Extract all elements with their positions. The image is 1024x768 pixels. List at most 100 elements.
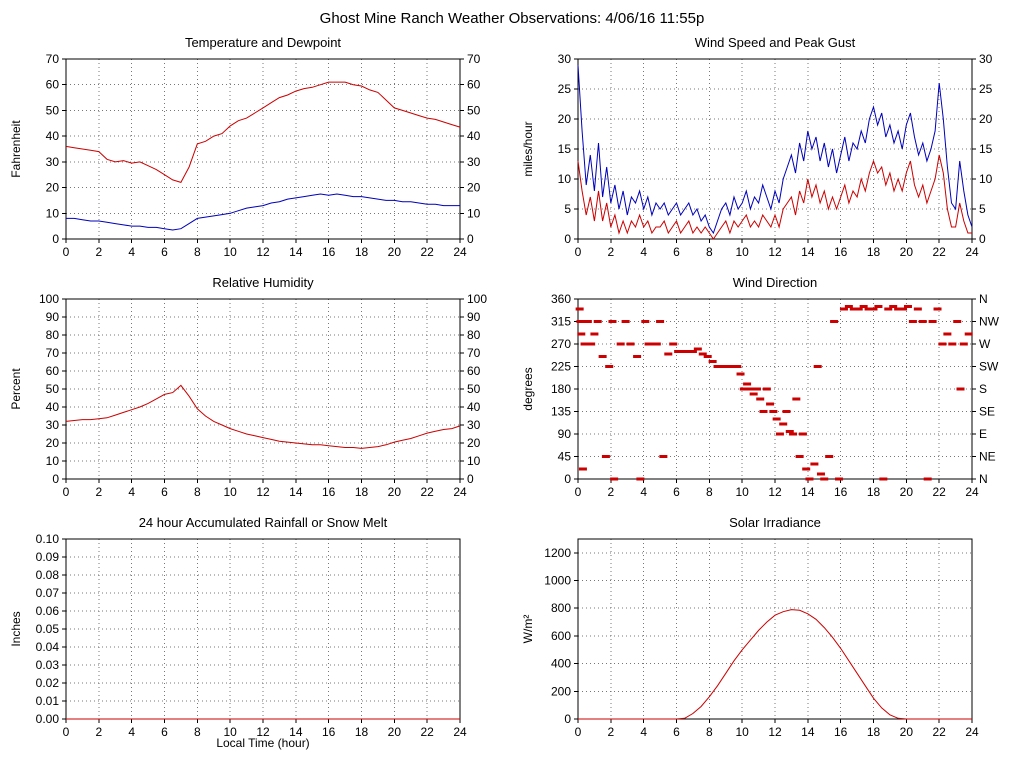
y-tick-label-right: 20 — [467, 181, 481, 195]
y-tick-label: 70 — [46, 346, 60, 360]
x-tick-label: 18 — [867, 485, 881, 499]
y-tick-label: 30 — [46, 418, 60, 432]
y-tick-label: 10 — [46, 206, 60, 220]
humidity-line — [65, 384, 461, 449]
x-tick-label: 8 — [194, 485, 201, 499]
page-title: Ghost Mine Ranch Weather Observations: 4… — [319, 10, 705, 27]
y-tick-label: 270 — [551, 337, 571, 351]
x-tick-label: 22 — [932, 245, 946, 259]
y-tick-label: 0.10 — [36, 532, 60, 546]
x-tick-label: 18 — [355, 725, 369, 739]
y-tick-label: 20 — [558, 112, 572, 126]
y-tick-label-right: 0 — [467, 472, 474, 486]
y-tick-label: 225 — [551, 360, 571, 374]
y-tick-label-right: 70 — [467, 52, 481, 66]
wind-speed-line — [577, 154, 972, 240]
chart-rainfall-snowmelt: 24 hour Accumulated Rainfall or Snow Mel… — [0, 511, 512, 751]
x-tick-label: 24 — [965, 245, 979, 259]
x-tick-label: 2 — [607, 725, 614, 739]
x-tick-label: 14 — [801, 725, 815, 739]
y-axis-label: W/m² — [521, 615, 535, 644]
y-tick-label: 0.08 — [36, 568, 60, 582]
compass-tick-label: SE — [979, 405, 995, 419]
y-tick-label: 30 — [558, 52, 572, 66]
x-tick-label: 24 — [453, 725, 467, 739]
chart-relative-humidity: Relative Humidity 0 2 4 6 8 10 12 14 16 18 20 22 24 0 0… — [0, 271, 512, 511]
x-tick-label: 12 — [768, 485, 782, 499]
y-tick-label-right: 60 — [467, 78, 481, 92]
chart-title: Relative Humidity — [212, 275, 314, 290]
x-tick-label: 14 — [289, 485, 303, 499]
y-tick-label-right: 100 — [467, 292, 487, 306]
y-tick-label: 45 — [558, 450, 572, 464]
y-tick-label: 50 — [46, 382, 60, 396]
y-tick-label: 800 — [551, 601, 571, 615]
y-axis-label: miles/hour — [521, 121, 535, 176]
x-tick-label: 8 — [706, 725, 713, 739]
x-tick-label: 22 — [420, 725, 434, 739]
compass-tick-label: E — [979, 427, 987, 441]
wind-direction-marks — [575, 305, 973, 481]
x-tick-label: 14 — [289, 245, 303, 259]
y-tick-label: 0 — [564, 712, 571, 726]
y-axis-label: Inches — [9, 611, 23, 646]
x-tick-label: 4 — [640, 725, 647, 739]
y-tick-label: 60 — [46, 364, 60, 378]
x-tick-label: 18 — [867, 725, 881, 739]
y-tick-label: 400 — [551, 657, 571, 671]
x-tick-label: 0 — [63, 725, 70, 739]
x-tick-label: 16 — [834, 485, 848, 499]
chart-title: Wind Direction — [733, 275, 818, 290]
x-tick-label: 18 — [867, 245, 881, 259]
y-tick-label-right: 70 — [467, 346, 481, 360]
temperature-line — [65, 81, 461, 183]
x-tick-label: 8 — [194, 725, 201, 739]
x-tick-label: 2 — [95, 725, 102, 739]
y-tick-label: 600 — [551, 629, 571, 643]
y-tick-label-right: 80 — [467, 328, 481, 342]
y-tick-label: 40 — [46, 129, 60, 143]
y-tick-label: 1200 — [544, 546, 571, 560]
x-tick-label: 4 — [128, 725, 135, 739]
solar-line — [578, 609, 972, 720]
x-tick-label: 6 — [161, 485, 168, 499]
x-tick-label: 4 — [640, 485, 647, 499]
chart-temperature-dewpoint: Temperature and Dewpoint 0 2 4 6 8 10 12 14 16 18 2… — [0, 31, 512, 271]
y-axis-label: degrees — [521, 367, 535, 410]
x-tick-label: 22 — [420, 485, 434, 499]
chart-title: Solar Irradiance — [729, 515, 821, 530]
chart-title: 24 hour Accumulated Rainfall or Snow Mel… — [139, 515, 388, 530]
y-tick-label-right: 15 — [979, 142, 993, 156]
y-tick-label: 0.05 — [36, 622, 60, 636]
y-tick-label: 0 — [52, 232, 59, 246]
x-tick-label: 20 — [900, 245, 914, 259]
y-tick-label: 135 — [551, 405, 571, 419]
x-tick-label: 12 — [256, 485, 270, 499]
y-tick-label: 5 — [564, 202, 571, 216]
y-tick-label-right: 0 — [467, 232, 474, 246]
y-tick-label-right: 30 — [467, 418, 481, 432]
y-tick-label: 1000 — [544, 574, 571, 588]
x-tick-label: 16 — [322, 485, 336, 499]
x-tick-label: 22 — [420, 245, 434, 259]
x-tick-label: 24 — [965, 725, 979, 739]
peak-gust-line — [577, 64, 973, 235]
x-tick-label: 4 — [128, 485, 135, 499]
chart-solar-irradiance: Solar Irradiance 0 2 4 6 8 10 12 14 16 18 20 22 24 0 20… — [512, 511, 1024, 751]
x-tick-label: 12 — [256, 725, 270, 739]
x-tick-label: 12 — [768, 245, 782, 259]
x-tick-label: 2 — [95, 485, 102, 499]
x-tick-label: 12 — [256, 245, 270, 259]
y-tick-label: 360 — [551, 292, 571, 306]
y-tick-label: 0.04 — [36, 640, 60, 654]
compass-tick-label: S — [979, 382, 987, 396]
x-tick-label: 10 — [223, 485, 237, 499]
y-tick-label: 0 — [52, 472, 59, 486]
y-tick-label: 0 — [564, 232, 571, 246]
y-tick-label-right: 10 — [979, 172, 993, 186]
y-tick-label: 10 — [46, 454, 60, 468]
